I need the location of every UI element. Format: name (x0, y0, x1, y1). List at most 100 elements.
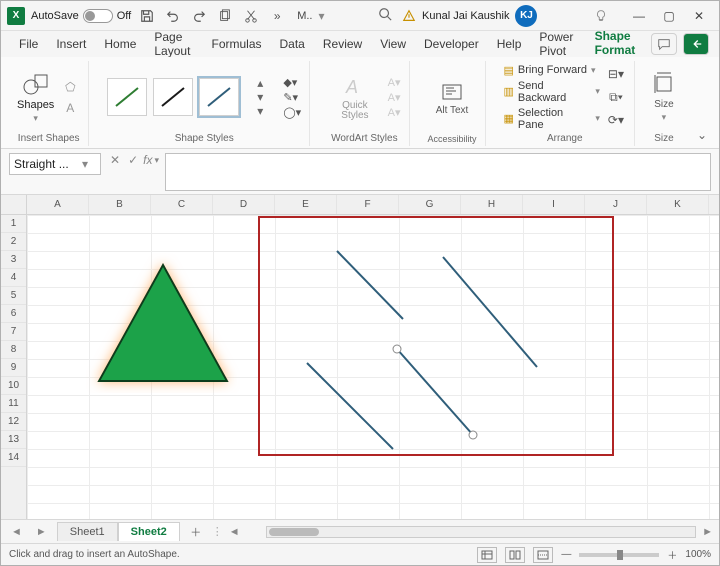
tab-formulas[interactable]: Formulas (203, 33, 269, 55)
align-icon[interactable]: ⊟▾ (606, 64, 626, 84)
zoom-out-button[interactable]: ― (561, 549, 571, 560)
column-header[interactable]: H (461, 195, 523, 214)
worksheet-grid[interactable]: 1234567891011121314 ABCDEFGHIJK (1, 195, 719, 519)
row-header[interactable]: 7 (1, 323, 26, 341)
row-header[interactable]: 14 (1, 449, 26, 467)
column-header[interactable]: E (275, 195, 337, 214)
row-header[interactable]: 8 (1, 341, 26, 359)
toggle-track[interactable] (83, 9, 113, 23)
shape-style-swatch[interactable] (199, 78, 239, 116)
doc-title-dd[interactable]: ▾ (318, 9, 324, 23)
sheet-tab[interactable]: Sheet2 (118, 522, 180, 541)
horizontal-scrollbar[interactable] (266, 526, 696, 538)
cut-icon[interactable] (241, 6, 261, 26)
tab-developer[interactable]: Developer (416, 33, 487, 55)
cells-area[interactable] (27, 215, 719, 519)
autosave-toggle[interactable]: AutoSave Off (31, 9, 131, 23)
shapes-button[interactable]: Shapes ▾ (17, 71, 54, 124)
size-button[interactable]: Size ▾ (653, 71, 675, 123)
comments-button[interactable] (651, 33, 677, 55)
column-header[interactable]: K (647, 195, 709, 214)
close-button[interactable]: ✕ (685, 6, 713, 26)
name-box-dropdown-icon[interactable]: ▾ (82, 157, 96, 171)
line-shape[interactable] (397, 349, 473, 435)
redo-icon[interactable] (189, 6, 209, 26)
triangle-shape[interactable] (99, 265, 227, 381)
column-header[interactable]: C (151, 195, 213, 214)
new-sheet-button[interactable]: ＋ (186, 522, 206, 542)
edit-shape-icon[interactable]: ⬠ (60, 77, 80, 97)
tab-review[interactable]: Review (315, 33, 370, 55)
page-break-view-button[interactable] (533, 547, 553, 563)
row-header[interactable]: 11 (1, 395, 26, 413)
tab-view[interactable]: View (372, 33, 414, 55)
tab-home[interactable]: Home (96, 33, 144, 55)
row-header[interactable]: 10 (1, 377, 26, 395)
maximize-button[interactable]: ▢ (655, 6, 683, 26)
row-header[interactable]: 12 (1, 413, 26, 431)
normal-view-button[interactable] (477, 547, 497, 563)
more-qat-icon[interactable]: » (267, 6, 287, 26)
column-header[interactable]: I (523, 195, 585, 214)
rotate-icon[interactable]: ⟳▾ (606, 110, 626, 130)
lightbulb-icon[interactable] (591, 6, 611, 26)
row-header[interactable]: 1 (1, 215, 26, 233)
row-header[interactable]: 2 (1, 233, 26, 251)
search-icon[interactable] (378, 7, 392, 24)
tab-help[interactable]: Help (489, 33, 530, 55)
enter-formula-icon[interactable]: ✓ (125, 153, 141, 167)
row-header[interactable]: 13 (1, 431, 26, 449)
zoom-in-button[interactable]: ＋ (667, 547, 677, 562)
arrange-send-backward[interactable]: ▥Send Backward▾ (504, 80, 600, 104)
shape-outline-icon[interactable]: ✎▾ (283, 91, 301, 104)
column-header[interactable]: G (399, 195, 461, 214)
column-header[interactable]: A (27, 195, 89, 214)
undo-icon[interactable] (163, 6, 183, 26)
line-shape[interactable] (307, 363, 393, 449)
tab-scroll-left[interactable]: ◄ (7, 526, 26, 538)
row-header[interactable]: 6 (1, 305, 26, 323)
zoom-slider[interactable] (579, 553, 659, 557)
page-layout-view-button[interactable] (505, 547, 525, 563)
column-header[interactable]: F (337, 195, 399, 214)
user-account[interactable]: Kunal Jai Kaushik KJ (402, 5, 537, 27)
hscroll-right[interactable]: ► (702, 526, 713, 538)
shape-style-swatch[interactable] (107, 78, 147, 116)
column-header[interactable]: B (89, 195, 151, 214)
copy-icon[interactable] (215, 6, 235, 26)
column-header[interactable]: J (585, 195, 647, 214)
tab-file[interactable]: File (11, 33, 46, 55)
sheet-tab[interactable]: Sheet1 (57, 522, 118, 541)
shape-style-swatch[interactable] (153, 78, 193, 116)
styles-more-icon[interactable]: ▾ (249, 105, 271, 117)
group-icon[interactable]: ⧉▾ (606, 87, 626, 107)
row-header[interactable]: 4 (1, 269, 26, 287)
line-shape[interactable] (443, 257, 537, 367)
select-all-corner[interactable] (1, 195, 26, 215)
arrange-bring-forward[interactable]: ▤Bring Forward▾ (504, 64, 600, 77)
fx-dropdown-icon[interactable]: ▾ (154, 155, 159, 166)
line-shape[interactable] (337, 251, 403, 319)
cancel-formula-icon[interactable]: ✕ (107, 153, 123, 167)
zoom-level[interactable]: 100% (685, 549, 711, 560)
text-box-icon[interactable]: A (60, 98, 80, 118)
selection-handle[interactable] (393, 345, 401, 353)
shape-fill-icon[interactable]: ◆▾ (283, 76, 301, 89)
fx-icon[interactable]: fx (143, 153, 152, 167)
shape-effects-icon[interactable]: ◯▾ (283, 106, 301, 119)
tab-insert[interactable]: Insert (48, 33, 94, 55)
arrange-selection-pane[interactable]: ▦Selection Pane▾ (504, 107, 600, 131)
styles-up-icon[interactable]: ▴ (249, 77, 271, 89)
tab-data[interactable]: Data (272, 33, 313, 55)
save-icon[interactable] (137, 6, 157, 26)
formula-input[interactable] (165, 153, 711, 191)
share-button[interactable] (683, 33, 709, 55)
alt-text-button[interactable]: Alt Text (436, 80, 469, 116)
row-header[interactable]: 9 (1, 359, 26, 377)
collapse-ribbon-icon[interactable]: ⌄ (693, 124, 711, 146)
row-header[interactable]: 3 (1, 251, 26, 269)
selection-handle[interactable] (469, 431, 477, 439)
tab-scroll-right[interactable]: ► (32, 526, 51, 538)
name-box[interactable]: Straight ... ▾ (9, 153, 101, 175)
row-header[interactable]: 5 (1, 287, 26, 305)
